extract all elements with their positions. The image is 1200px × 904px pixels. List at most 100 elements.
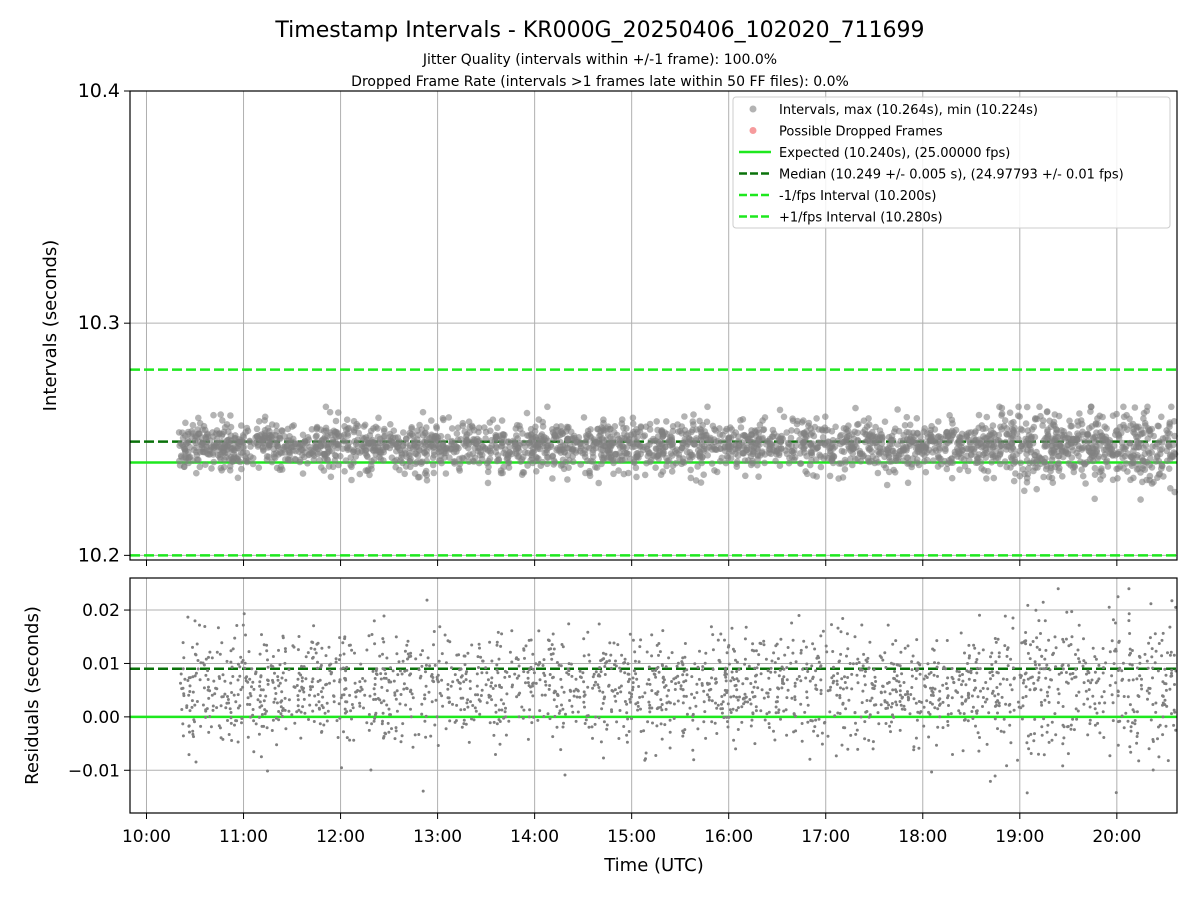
residuals-data-point xyxy=(344,700,348,704)
residuals-data-point xyxy=(815,656,819,660)
intervals-data-point xyxy=(742,472,749,480)
residuals-data-point xyxy=(265,649,269,653)
residuals-data-point xyxy=(257,715,261,719)
residuals-data-point xyxy=(841,701,845,705)
residuals-data-point xyxy=(605,727,609,731)
residuals-data-point xyxy=(1101,647,1105,650)
residuals-data-point xyxy=(230,691,234,694)
residuals-data-point xyxy=(772,651,776,655)
residuals-data-point xyxy=(722,716,726,720)
residuals-data-point xyxy=(997,701,1001,705)
residuals-data-point xyxy=(1035,645,1039,649)
residuals-data-point xyxy=(191,675,195,679)
residuals-data-point xyxy=(879,703,883,707)
intervals-data-point xyxy=(983,413,991,421)
intervals-data-point xyxy=(1099,437,1106,444)
intervals-data-point xyxy=(963,445,970,452)
residuals-data-point xyxy=(1045,690,1049,694)
residuals-data-point xyxy=(799,702,803,706)
residuals-data-point xyxy=(281,634,285,638)
residuals-data-point xyxy=(936,725,940,729)
residuals-data-point xyxy=(1034,663,1037,667)
intervals-data-point xyxy=(1073,436,1081,443)
residuals-data-point xyxy=(1002,730,1006,734)
residuals-data-point xyxy=(786,688,790,692)
residuals-data-point xyxy=(736,698,740,702)
residuals-data-point xyxy=(846,647,850,651)
residuals-data-point xyxy=(216,626,220,630)
residuals-data-point xyxy=(740,720,744,724)
residuals-data-point xyxy=(912,697,916,701)
residuals-data-point xyxy=(625,740,629,744)
legend-label: Intervals, max (10.264s), min (10.224s) xyxy=(779,103,1038,118)
residuals-data-point xyxy=(613,688,617,692)
residuals-data-point xyxy=(1160,638,1164,642)
intervals-data-point xyxy=(874,469,882,477)
residuals-data-point xyxy=(1050,720,1054,724)
residuals-data-point xyxy=(248,677,252,681)
residuals-data-point xyxy=(261,688,265,692)
residuals-data-point xyxy=(527,638,531,642)
residuals-data-point xyxy=(1132,710,1136,714)
residuals-data-point xyxy=(446,683,450,686)
residuals-data-point xyxy=(928,701,932,704)
residuals-data-point xyxy=(398,669,402,673)
residuals-data-point xyxy=(903,646,907,650)
residuals-data-point xyxy=(847,698,851,702)
residuals-data-point xyxy=(996,699,1000,703)
intervals-data-point xyxy=(1149,443,1156,450)
legend: Intervals, max (10.264s), min (10.224s)P… xyxy=(732,96,1171,229)
residuals-data-point xyxy=(639,707,642,711)
residuals-data-point xyxy=(1012,677,1016,681)
residuals-data-point xyxy=(856,657,860,661)
residuals-data-point xyxy=(998,682,1002,686)
residuals-data-point xyxy=(251,713,255,717)
residuals-data-point xyxy=(648,703,652,707)
residuals-data-point xyxy=(871,740,875,744)
residuals-data-point xyxy=(643,691,647,695)
residuals-data-point xyxy=(567,622,571,626)
residuals-data-point xyxy=(750,718,754,722)
residuals-data-point xyxy=(645,682,649,686)
residuals-data-point xyxy=(232,693,236,697)
residuals-data-point xyxy=(794,660,798,664)
residuals-data-point xyxy=(551,735,555,739)
residuals-data-point xyxy=(558,709,562,713)
residuals-data-point xyxy=(1064,671,1068,674)
intervals-data-point xyxy=(218,449,226,456)
intervals-data-point xyxy=(737,424,745,431)
intervals-data-point xyxy=(403,440,410,447)
residuals-data-point xyxy=(1112,662,1116,666)
residuals-data-point xyxy=(1045,730,1049,734)
residuals-data-point xyxy=(885,701,889,705)
residuals-data-point xyxy=(296,694,300,698)
residuals-data-point xyxy=(843,681,847,684)
residuals-data-point xyxy=(258,705,262,709)
intervals-data-point xyxy=(765,446,773,453)
intervals-data-point xyxy=(528,449,536,457)
residuals-data-point xyxy=(381,652,384,656)
residuals-data-point xyxy=(532,671,536,675)
residuals-data-point xyxy=(201,703,205,707)
residuals-data-point xyxy=(406,657,409,661)
residuals-data-point xyxy=(576,710,580,714)
residuals-data-point xyxy=(777,674,781,678)
residuals-data-point xyxy=(736,679,740,683)
residuals-data-point xyxy=(423,697,427,701)
residuals-data-point xyxy=(601,701,605,705)
residuals-data-point xyxy=(373,717,377,720)
intervals-data-point xyxy=(838,460,845,467)
residuals-data-point xyxy=(265,643,269,647)
residuals-data-point xyxy=(816,734,820,738)
residuals-data-point xyxy=(631,681,635,685)
residuals-data-point xyxy=(1037,752,1040,756)
residuals-data-point xyxy=(1037,671,1041,675)
residuals-data-point xyxy=(240,717,244,720)
intervals-data-point xyxy=(1119,443,1126,451)
residuals-data-point xyxy=(637,685,641,688)
residuals-data-point xyxy=(782,667,786,671)
residuals-data-point xyxy=(325,719,329,723)
residuals-data-point xyxy=(756,662,760,666)
residuals-data-point xyxy=(186,615,190,619)
